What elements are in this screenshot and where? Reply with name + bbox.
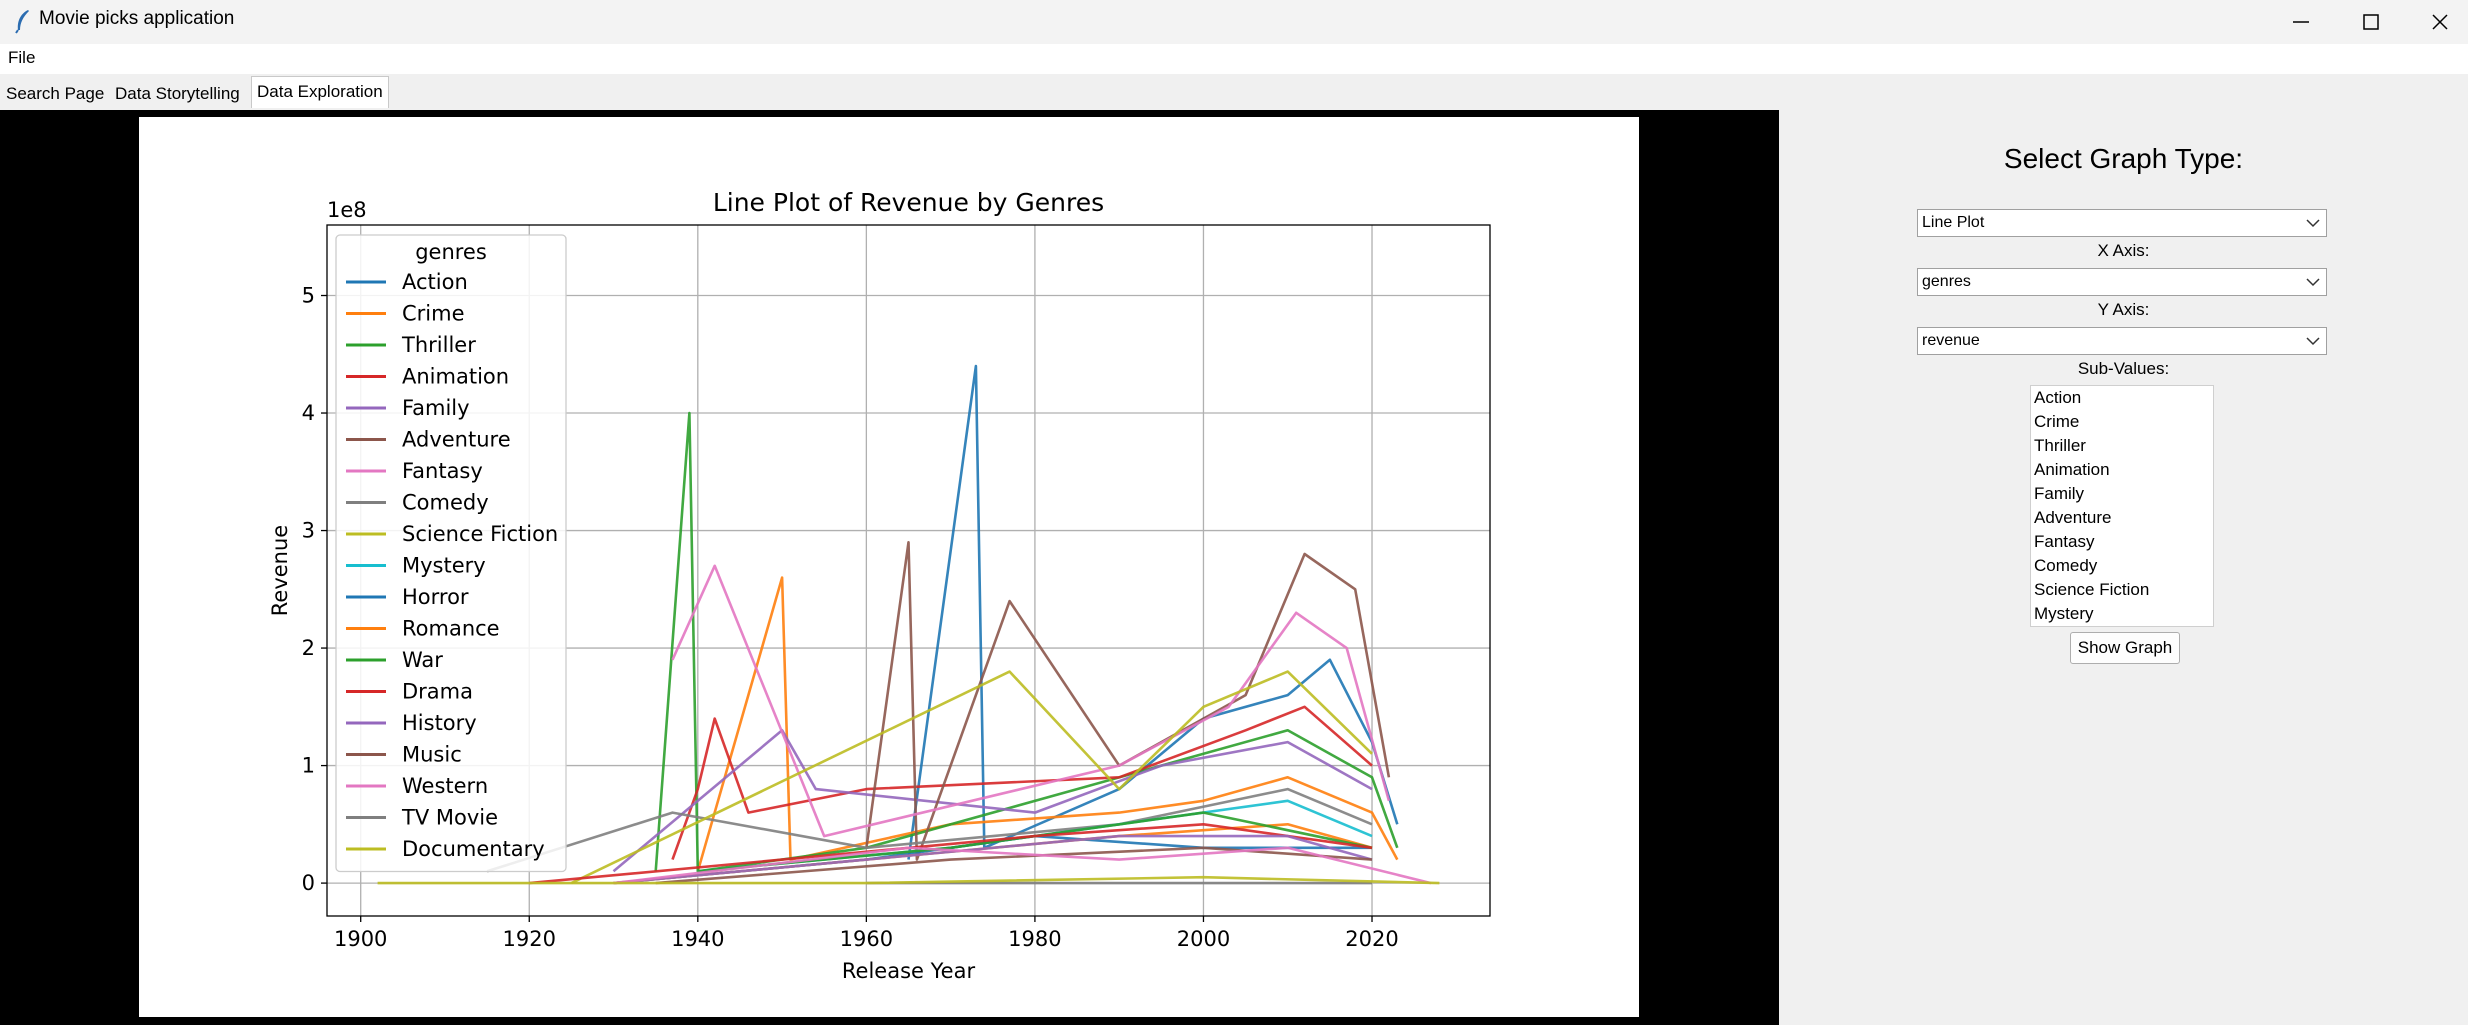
legend-entry: Action — [402, 270, 468, 294]
y-axis-value: revenue — [1922, 332, 1980, 349]
series-line-science-fiction — [570, 670, 1373, 885]
series-line-war — [697, 811, 1373, 873]
x-axis-select[interactable]: genres — [1917, 268, 2327, 296]
list-item[interactable]: Family — [2034, 484, 2085, 503]
y-axis-select[interactable]: revenue — [1917, 327, 2327, 355]
legend-entry: Horror — [402, 585, 469, 609]
list-item[interactable]: Fantasy — [2034, 532, 2095, 551]
legend-entry: Science Fiction — [402, 522, 558, 546]
window-title: Movie picks application — [39, 8, 235, 29]
legend-entry: Animation — [402, 365, 509, 389]
y-tick-label: 4 — [302, 401, 315, 425]
legend-title: genres — [415, 240, 487, 264]
chevron-down-icon — [2306, 337, 2320, 346]
series-line-drama — [529, 822, 1373, 885]
y-tick-label: 1 — [302, 754, 315, 778]
y-offset-label: 1e8 — [327, 198, 367, 222]
minimize-button[interactable] — [2266, 0, 2336, 44]
title-bar: Movie picks application — [0, 0, 2468, 44]
legend-entry: Music — [402, 743, 462, 767]
series-line-comedy — [486, 787, 1373, 873]
graph-type-value: Line Plot — [1922, 214, 1985, 231]
legend-entry: Adventure — [402, 428, 511, 452]
x-axis-value: genres — [1922, 273, 1971, 290]
graph-options-panel: Select Graph Type: Line Plot X Axis: gen… — [1779, 110, 2468, 1025]
x-tick-label: 1940 — [671, 927, 724, 951]
menu-file[interactable]: File — [8, 48, 36, 67]
list-item[interactable]: Crime — [2034, 412, 2080, 431]
series-line-documentary — [377, 875, 1440, 885]
series-line-thriller — [654, 411, 1399, 873]
legend-entry: Fantasy — [402, 459, 483, 483]
list-item[interactable]: Science Fiction — [2034, 580, 2150, 599]
x-axis-title: Release Year — [842, 959, 976, 983]
tab-data-storytelling[interactable]: Data Storytelling — [115, 84, 240, 103]
y-tick-label: 2 — [302, 636, 315, 660]
x-tick-label: 1960 — [840, 927, 893, 951]
maximize-icon — [2363, 14, 2379, 30]
tab-data-exploration[interactable]: Data Exploration — [251, 76, 389, 108]
x-tick-label: 1980 — [1008, 927, 1061, 951]
close-icon — [2432, 14, 2448, 30]
chevron-down-icon — [2306, 219, 2320, 228]
close-button[interactable] — [2405, 0, 2468, 44]
legend-box — [335, 234, 567, 873]
list-item[interactable]: Thriller — [2034, 436, 2086, 455]
x-tick-label: 1900 — [334, 927, 387, 951]
legend-entry: Family — [402, 396, 470, 420]
y-axis-label: Y Axis: — [2097, 300, 2150, 319]
chart-title: Line Plot of Revenue by Genres — [713, 188, 1104, 217]
sub-values-label: Sub-Values: — [2077, 359, 2170, 378]
plot-frame — [326, 224, 1491, 917]
x-axis-label: X Axis: — [2097, 241, 2150, 260]
series-line-action — [907, 364, 1399, 860]
x-tick-label: 2000 — [1177, 927, 1230, 951]
sub-values-listbox[interactable]: Action Crime Thriller Animation Family A… — [2030, 385, 2214, 627]
chevron-down-icon — [2306, 278, 2320, 287]
legend-entry: War — [402, 648, 443, 672]
y-axis-title: Revenue — [268, 525, 292, 616]
x-tick-label: 1920 — [503, 927, 556, 951]
list-item[interactable]: Adventure — [2034, 508, 2112, 527]
series-line-western — [613, 846, 1432, 885]
legend-entry: Romance — [402, 617, 500, 641]
legend-entry: Mystery — [402, 554, 486, 578]
legend-entry: TV Movie — [401, 806, 498, 830]
x-tick-label: 2020 — [1345, 927, 1398, 951]
list-item[interactable]: Mystery — [2034, 604, 2094, 623]
tab-search-page[interactable]: Search Page — [6, 84, 105, 103]
series-line-crime — [696, 576, 1399, 872]
series-line-animation — [671, 705, 1373, 861]
maximize-button[interactable] — [2336, 0, 2406, 44]
minimize-icon — [2293, 21, 2309, 23]
feather-icon — [15, 10, 29, 34]
legend-entry: History — [402, 711, 477, 735]
graph-type-select[interactable]: Line Plot — [1917, 209, 2327, 237]
legend-entry: Western — [402, 774, 488, 798]
menu-bar: File — [0, 44, 2468, 74]
y-tick-label: 0 — [302, 871, 315, 895]
list-item[interactable]: Animation — [2034, 460, 2110, 479]
tab-bar: Search Page Data Storytelling Data Explo… — [0, 74, 2468, 110]
series-line-history — [613, 834, 1373, 885]
legend-entry: Crime — [402, 302, 465, 326]
select-graph-type-heading: Select Graph Type: — [2003, 143, 2244, 174]
y-tick-label: 3 — [302, 519, 315, 543]
series-line-music — [655, 846, 1373, 885]
legend-entry: Documentary — [402, 837, 545, 861]
legend-entry: Drama — [402, 680, 473, 704]
legend-entry: Thriller — [401, 333, 476, 357]
chart-figure: 1900 1920 1940 1960 1980 2000 2020 0 1 2 3 4 5 1e8 Lin… — [139, 117, 1639, 1017]
list-item[interactable]: Action — [2034, 388, 2082, 407]
line-chart: 1900 1920 1940 1960 1980 2000 2020 0 1 2 3 4 5 1e8 Lin… — [268, 188, 1491, 983]
y-tick-label: 5 — [302, 284, 315, 308]
list-item[interactable]: Comedy — [2034, 556, 2098, 575]
legend-entry: Comedy — [402, 491, 489, 515]
show-graph-button[interactable]: Show Graph — [2070, 632, 2180, 664]
